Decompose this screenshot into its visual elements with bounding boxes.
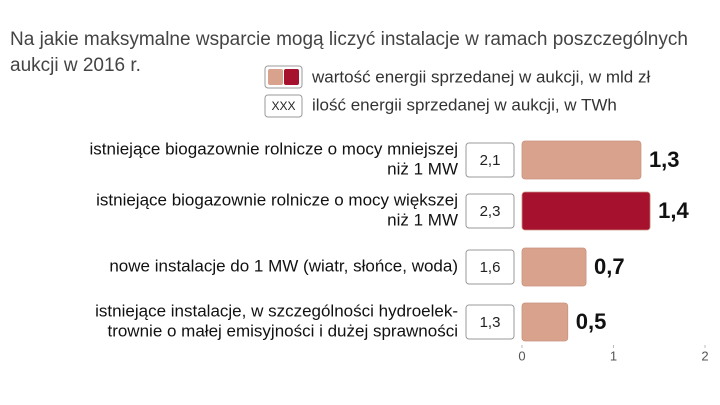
category-label: istniejące instalacje, w szczególności h… <box>95 301 458 320</box>
twh-box <box>465 193 515 229</box>
legend-swatch <box>284 69 299 85</box>
value-label: 1,4 <box>658 198 689 223</box>
bar <box>521 247 587 287</box>
twh-box <box>465 249 515 285</box>
value-label: 0,5 <box>576 309 607 334</box>
chart-title: Na jakie maksymalne wsparcie mogą liczyć… <box>10 29 688 50</box>
legend-box <box>264 94 303 118</box>
x-tick-label: 1 <box>610 348 617 363</box>
category-label: istniejące biogazownie rolnicze o mocy m… <box>89 139 458 158</box>
x-tick-label: 0 <box>518 348 525 363</box>
category-label: nowe instalacje do 1 MW (wiatr, słońce, … <box>109 256 458 275</box>
bar <box>521 191 651 231</box>
twh-box <box>465 304 515 340</box>
chart-title: aukcji w 2016 r. <box>10 55 141 76</box>
value-label: 0,7 <box>594 254 625 279</box>
twh-box <box>465 142 515 178</box>
category-label: niż 1 MW <box>387 210 458 229</box>
legend-symbol: XXX <box>271 99 295 113</box>
value-label: 1,3 <box>649 147 680 172</box>
bar <box>521 302 569 342</box>
twh-value: 2,1 <box>480 152 501 169</box>
category-label: trownie o małej emisyjności i dużej spra… <box>107 321 458 340</box>
legend-label: wartość energii sprzedanej w aukcji, w m… <box>311 67 650 86</box>
twh-value: 2,3 <box>480 203 501 220</box>
category-label: istniejące biogazownie rolnicze o mocy w… <box>96 190 458 209</box>
twh-value: 1,6 <box>480 259 501 276</box>
bar <box>521 140 642 180</box>
legend-swatch <box>268 69 283 85</box>
twh-value: 1,3 <box>480 314 501 331</box>
category-label: niż 1 MW <box>387 159 458 178</box>
legend-label: ilość energii sprzedanej w aukcji, w TWh <box>312 95 617 114</box>
x-tick-label: 2 <box>701 348 708 363</box>
